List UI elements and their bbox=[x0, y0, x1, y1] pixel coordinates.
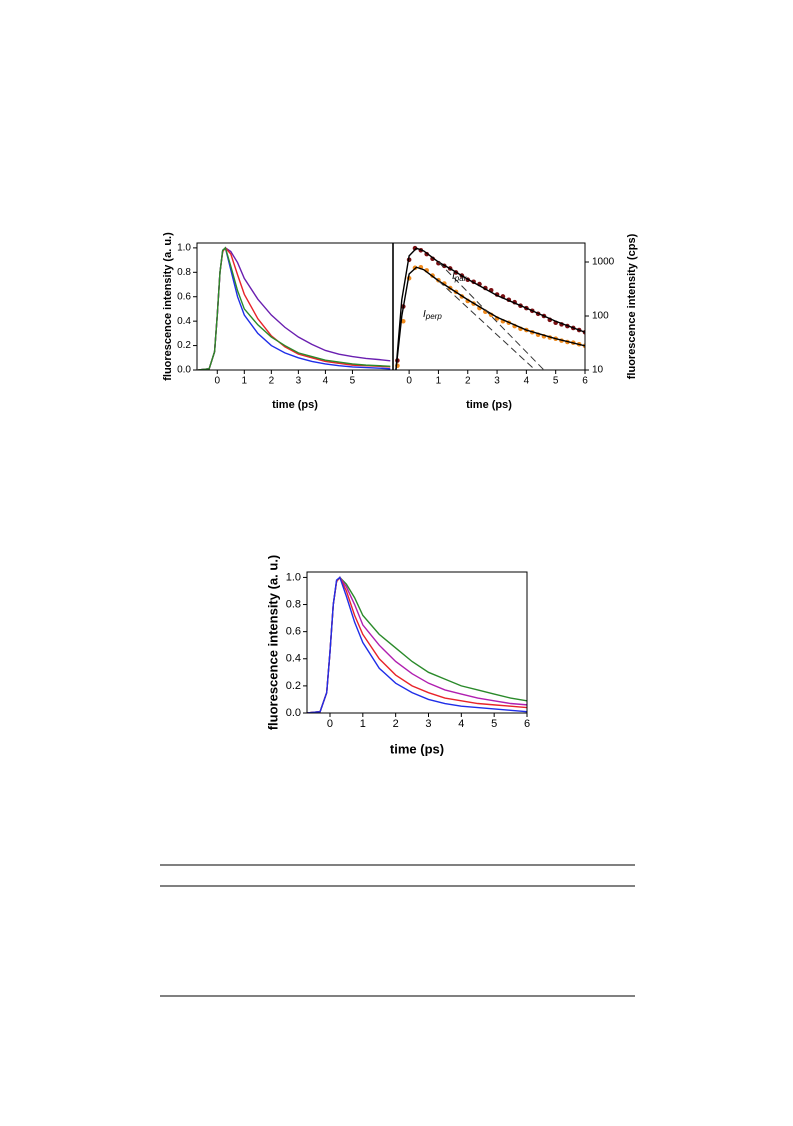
data-line bbox=[395, 266, 585, 370]
annotation-main: I bbox=[452, 271, 455, 282]
data-line bbox=[198, 246, 391, 370]
x-tick-label: 1 bbox=[360, 718, 366, 730]
x-tick-label: 0 bbox=[406, 376, 412, 387]
y-tick-label: 0.2 bbox=[177, 340, 191, 351]
y-tick-label: 0.0 bbox=[177, 365, 191, 376]
data-line bbox=[307, 576, 527, 713]
x-axis-label: time (ps) bbox=[466, 399, 512, 411]
x-tick-label: 2 bbox=[269, 376, 275, 387]
dashed-line bbox=[438, 261, 545, 370]
data-line bbox=[307, 576, 527, 713]
x-tick-label: 6 bbox=[582, 376, 588, 387]
annotation-sub: par bbox=[454, 274, 467, 283]
y-tick-label: 1.0 bbox=[286, 571, 301, 583]
annotation: Iperp bbox=[423, 309, 442, 321]
y-tick-label: 0.0 bbox=[286, 707, 301, 719]
y-tick-label: 0.2 bbox=[286, 680, 301, 692]
plot-area bbox=[198, 246, 391, 370]
y-tick-label: 0.4 bbox=[286, 653, 301, 665]
y-tick-label: 0.6 bbox=[177, 291, 191, 302]
x-tick-label: 1 bbox=[242, 376, 248, 387]
x-axis-label: time (ps) bbox=[390, 741, 444, 756]
x-tick-label: 3 bbox=[494, 376, 500, 387]
annotation: Ipar bbox=[452, 271, 467, 283]
y-tick-label: 0.4 bbox=[177, 316, 191, 327]
y-tick-label: 10 bbox=[592, 365, 604, 376]
x-tick-label: 2 bbox=[465, 376, 471, 387]
y-tick-label: 100 bbox=[592, 311, 609, 322]
x-tick-label: 2 bbox=[393, 718, 399, 730]
annotation-main: I bbox=[423, 309, 426, 320]
data-line bbox=[307, 576, 527, 713]
annotation-sub: perp bbox=[425, 312, 443, 321]
y-tick-label: 0.8 bbox=[286, 598, 301, 610]
y-tick-label: 0.6 bbox=[286, 626, 301, 638]
y-tick-label: 1.0 bbox=[177, 243, 191, 254]
x-tick-label: 3 bbox=[296, 376, 302, 387]
x-tick-label: 5 bbox=[491, 718, 497, 730]
x-tick-label: 0 bbox=[214, 376, 220, 387]
x-tick-label: 0 bbox=[327, 718, 333, 730]
x-tick-label: 4 bbox=[458, 718, 464, 730]
plot-frame bbox=[306, 571, 528, 714]
x-tick-label: 5 bbox=[350, 376, 356, 387]
data-line bbox=[198, 246, 391, 370]
data-line bbox=[307, 576, 527, 713]
y-tick-label: 0.8 bbox=[177, 267, 191, 278]
y-axis-label: fluorescence intensity (a. u.) bbox=[162, 232, 174, 381]
x-tick-label: 6 bbox=[524, 718, 530, 730]
dashed-line bbox=[438, 280, 536, 370]
data-point bbox=[400, 318, 406, 324]
x-tick-label: 4 bbox=[524, 376, 530, 387]
x-tick-label: 5 bbox=[553, 376, 559, 387]
x-axis-label: time (ps) bbox=[272, 399, 318, 411]
x-tick-label: 3 bbox=[425, 718, 431, 730]
plot-area bbox=[395, 245, 585, 370]
y-axis-label: fluorescence intensity (a. u.) bbox=[265, 555, 280, 731]
x-tick-label: 4 bbox=[323, 376, 329, 387]
y-tick-label: 1000 bbox=[592, 257, 615, 268]
plot-frame bbox=[392, 242, 586, 371]
y-axis-label: fluorescence intensity (cps) bbox=[626, 233, 638, 379]
data-line bbox=[395, 247, 585, 370]
x-tick-label: 1 bbox=[436, 376, 442, 387]
plot-area bbox=[307, 576, 527, 713]
